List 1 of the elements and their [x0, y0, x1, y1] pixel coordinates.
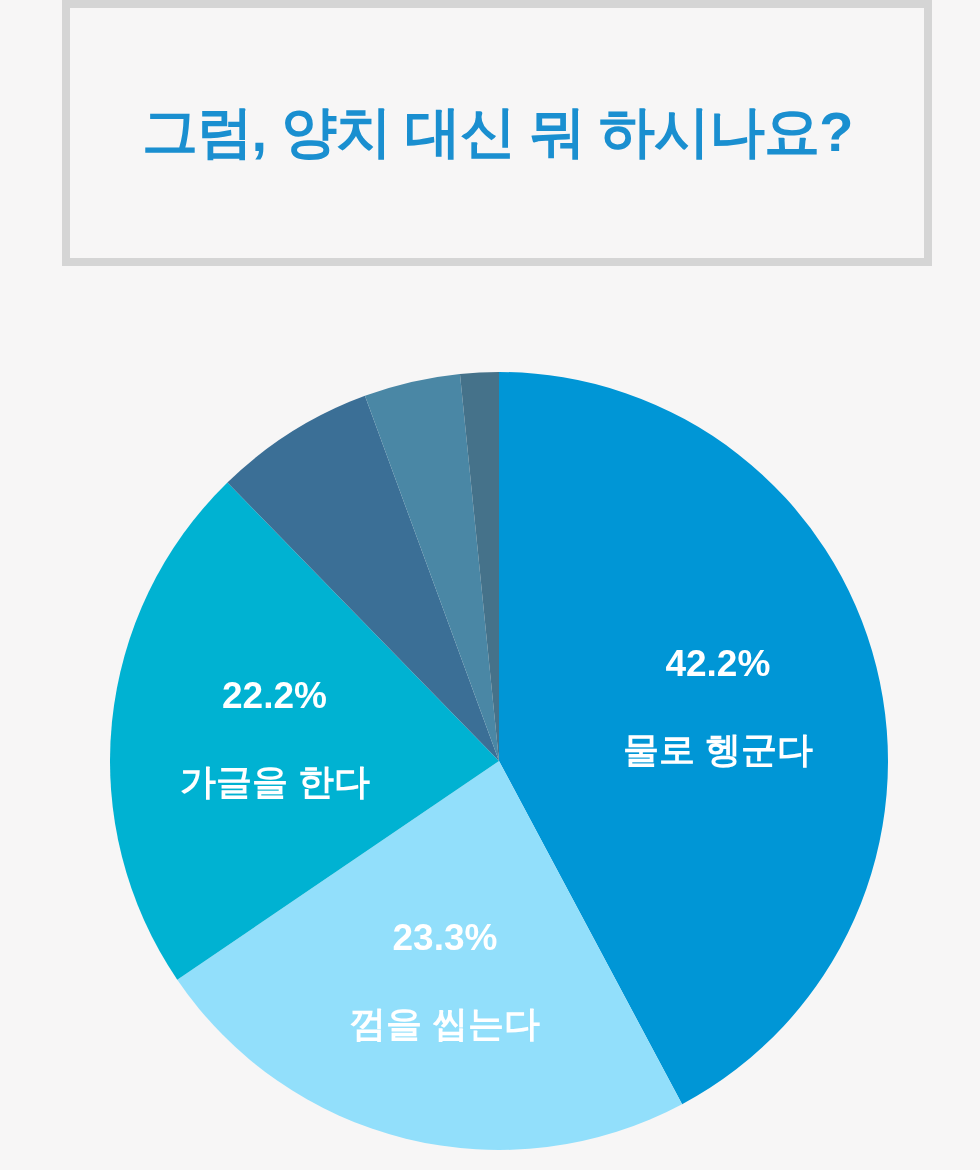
chart-title: 그럼, 양치 대신 뭐 하시나요?: [141, 99, 853, 165]
